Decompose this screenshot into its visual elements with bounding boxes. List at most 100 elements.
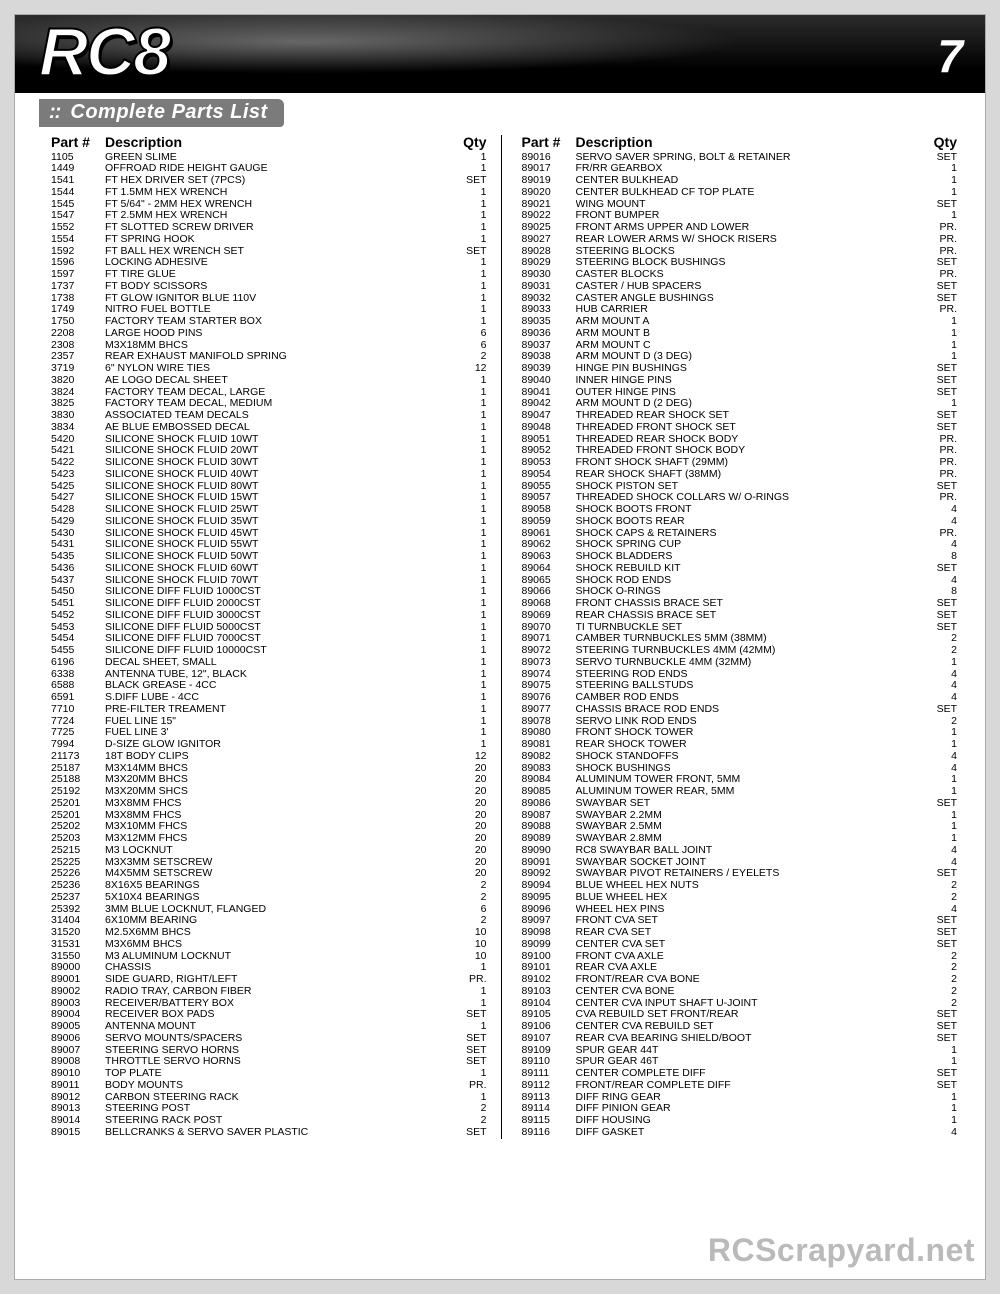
cell-qty: 2: [917, 986, 957, 998]
cell-part: 6591: [51, 692, 105, 704]
cell-desc: CENTER CVA INPUT SHAFT U-JOINT: [576, 998, 918, 1010]
table-row: 31531M3X6MM BHCS10: [51, 939, 487, 951]
cell-qty: 1: [447, 610, 487, 622]
table-row: 25215M3 LOCKNUT20: [51, 845, 487, 857]
cell-desc: SILICONE DIFF FLUID 7000CST: [105, 633, 447, 645]
cell-qty: 1: [447, 199, 487, 211]
table-row: 89070TI TURNBUCKLE SETSET: [522, 622, 958, 634]
cell-qty: 1: [917, 187, 957, 199]
cell-part: 89057: [522, 492, 576, 504]
table-row: 89052THREADED FRONT SHOCK BODYPR.: [522, 445, 958, 457]
section-title: :: Complete Parts List: [39, 99, 284, 127]
cell-part: 89069: [522, 610, 576, 622]
table-row: 89105CVA REBUILD SET FRONT/REARSET: [522, 1009, 958, 1021]
cell-part: 89115: [522, 1115, 576, 1127]
cell-part: 5429: [51, 516, 105, 528]
cell-qty: 1: [917, 1045, 957, 1057]
cell-part: 3834: [51, 422, 105, 434]
cell-qty: SET: [447, 1045, 487, 1057]
cell-part: 89014: [51, 1115, 105, 1127]
table-row: 89003RECEIVER/BATTERY BOX1: [51, 998, 487, 1010]
cell-qty: 1: [917, 739, 957, 751]
table-row: 89037ARM MOUNT C1: [522, 340, 958, 352]
cell-qty: 4: [917, 516, 957, 528]
table-row: 5436SILICONE SHOCK FLUID 60WT1: [51, 563, 487, 575]
table-row: 89015BELLCRANKS & SERVO SAVER PLASTICSET: [51, 1127, 487, 1139]
cell-part: 89107: [522, 1033, 576, 1045]
cell-desc: SILICONE SHOCK FLUID 10WT: [105, 434, 447, 446]
table-row: 5425SILICONE SHOCK FLUID 80WT1: [51, 481, 487, 493]
cell-desc: FRONT CVA SET: [576, 915, 918, 927]
cell-qty: 2: [917, 962, 957, 974]
cell-part: 89101: [522, 962, 576, 974]
cell-desc: SERVO MOUNTS/SPACERS: [105, 1033, 447, 1045]
cell-qty: 4: [917, 763, 957, 775]
cell-qty: 2: [917, 645, 957, 657]
cell-part: 5428: [51, 504, 105, 516]
cell-qty: 1: [917, 833, 957, 845]
table-row: 89102FRONT/REAR CVA BONE2: [522, 974, 958, 986]
cell-qty: SET: [917, 293, 957, 305]
cell-qty: 10: [447, 927, 487, 939]
cell-qty: 1: [447, 727, 487, 739]
table-row: 253923MM BLUE LOCKNUT, FLANGED6: [51, 904, 487, 916]
cell-part: 25237: [51, 892, 105, 904]
cell-part: 21173: [51, 751, 105, 763]
cell-qty: SET: [917, 387, 957, 399]
cell-desc: LOCKING ADHESIVE: [105, 257, 447, 269]
cell-part: 89116: [522, 1127, 576, 1139]
cell-qty: 1: [447, 281, 487, 293]
cell-part: 89035: [522, 316, 576, 328]
cell-desc: SIDE GUARD, RIGHT/LEFT: [105, 974, 447, 986]
cell-part: 89091: [522, 857, 576, 869]
table-row: 89022FRONT BUMPER1: [522, 210, 958, 222]
cell-desc: FRONT CVA AXLE: [576, 951, 918, 963]
cell-qty: 1: [447, 645, 487, 657]
table-row: 89091SWAYBAR SOCKET JOINT4: [522, 857, 958, 869]
cell-qty: 1: [917, 351, 957, 363]
table-row: 89107REAR CVA BEARING SHIELD/BOOTSET: [522, 1033, 958, 1045]
cell-part: 89041: [522, 387, 576, 399]
cell-qty: 2: [917, 951, 957, 963]
cell-desc: RADIO TRAY, CARBON FIBER: [105, 986, 447, 998]
cell-qty: SET: [447, 246, 487, 258]
table-row: 5421SILICONE SHOCK FLUID 20WT1: [51, 445, 487, 457]
cell-qty: 6: [447, 340, 487, 352]
cell-qty: 1: [447, 316, 487, 328]
table-row: 89025FRONT ARMS UPPER AND LOWERPR.: [522, 222, 958, 234]
cell-part: 25192: [51, 786, 105, 798]
cell-part: 89015: [51, 1127, 105, 1139]
cell-part: 89042: [522, 398, 576, 410]
cell-desc: THREADED REAR SHOCK SET: [576, 410, 918, 422]
cell-part: 1544: [51, 187, 105, 199]
table-row: 7710PRE-FILTER TREAMENT1: [51, 704, 487, 716]
cell-qty: 1: [917, 175, 957, 187]
cell-desc: SERVO LINK ROD ENDS: [576, 716, 918, 728]
cell-qty: SET: [917, 563, 957, 575]
cell-desc: BLUE WHEEL HEX NUTS: [576, 880, 918, 892]
cell-qty: SET: [917, 257, 957, 269]
cell-part: 31531: [51, 939, 105, 951]
table-row: 89008THROTTLE SERVO HORNSSET: [51, 1056, 487, 1068]
cell-desc: CARBON STEERING RACK: [105, 1092, 447, 1104]
cell-qty: 1: [447, 962, 487, 974]
table-row: 89109SPUR GEAR 44T1: [522, 1045, 958, 1057]
cell-qty: SET: [917, 199, 957, 211]
cell-part: 5422: [51, 457, 105, 469]
cell-part: 5430: [51, 528, 105, 540]
cell-qty: 20: [447, 798, 487, 810]
cell-desc: THREADED SHOCK COLLARS W/ O-RINGS: [576, 492, 918, 504]
cell-desc: BODY MOUNTS: [105, 1080, 447, 1092]
cell-qty: PR.: [917, 528, 957, 540]
table-row: 89099CENTER CVA SETSET: [522, 939, 958, 951]
cell-qty: 1: [447, 375, 487, 387]
cell-part: 3825: [51, 398, 105, 410]
table-row: 89113DIFF RING GEAR1: [522, 1092, 958, 1104]
table-row: 89039HINGE PIN BUSHINGSSET: [522, 363, 958, 375]
cell-part: 89000: [51, 962, 105, 974]
cell-part: 89051: [522, 434, 576, 446]
table-row: 89096WHEEL HEX PINS4: [522, 904, 958, 916]
cell-part: 25187: [51, 763, 105, 775]
cell-qty: SET: [917, 598, 957, 610]
cell-desc: SILICONE SHOCK FLUID 25WT: [105, 504, 447, 516]
